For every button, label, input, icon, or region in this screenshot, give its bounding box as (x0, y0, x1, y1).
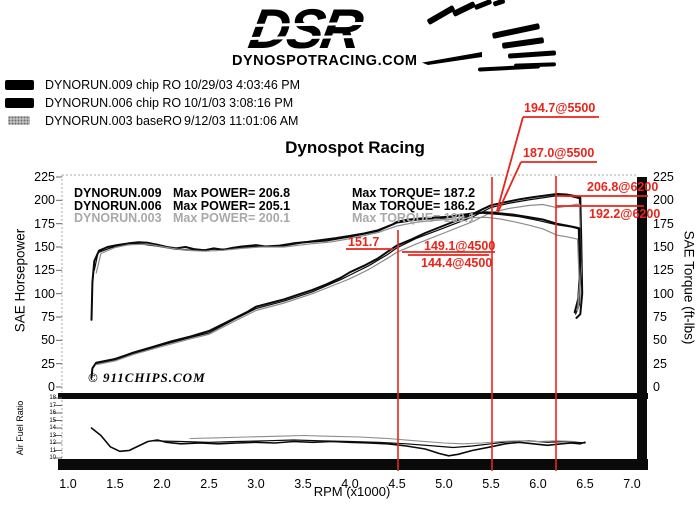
chart-title: Dynospot Racing (285, 138, 425, 157)
torque-tick-label: 100 (653, 286, 674, 301)
x-axis-label: RPM (x1000) (313, 484, 391, 499)
left-axis-label: SAE Horsepower (12, 228, 28, 333)
rpm-tick-label: 1.0 (59, 477, 77, 491)
annotation-label: 151.7 (348, 235, 380, 249)
dsr-logo: DSR DYNOSPOTRACING.COM (230, 0, 560, 75)
torque-tick-label: 225 (653, 170, 674, 184)
stat-max-power: Max POWER= 206.8 (173, 186, 291, 200)
rpm-tick-label: 6.5 (576, 477, 594, 491)
afr-tick-label: 12 (49, 440, 56, 446)
torque-tick-label: 125 (653, 263, 674, 278)
stat-max-power: Max POWER= 205.1 (173, 198, 291, 213)
callout-line (496, 116, 524, 212)
rpm-tick-label: 6.0 (529, 477, 547, 491)
stat-max-torque: Max TORQUE= 180.1 (352, 211, 476, 225)
rpm-tick-label: 3.0 (247, 477, 265, 491)
stat-run-name: DYNORUN.006 (74, 198, 162, 213)
stat-max-power: Max POWER= 200.1 (173, 211, 291, 225)
hp-tick-label: 125 (34, 263, 55, 278)
legend-swatch-dotted-gray (8, 116, 30, 125)
stat-run-name: DYNORUN.003 (74, 211, 162, 225)
legend-run-tag: chip RO (136, 96, 182, 110)
afr-tick-label: 14 (49, 425, 56, 431)
torque-tick-label: 75 (653, 310, 667, 324)
watermark: © 911CHIPS.COM (88, 370, 206, 385)
bottom-axis-bar (58, 459, 648, 470)
torque-tick-label: 50 (653, 333, 667, 348)
stat-max-torque: Max TORQUE= 186.2 (352, 198, 476, 213)
legend-run-name: DYNORUN.006 (45, 96, 133, 110)
annotation-label: 206.8@6200 (587, 180, 659, 194)
curve-dynorun-003-sae-horsepower (95, 203, 582, 366)
stat-run-name: DYNORUN.009 (74, 186, 162, 200)
hp-tick-label: 25 (41, 356, 55, 371)
right-axis-bar (637, 177, 647, 470)
annotation-label: 149.1@4500 (424, 239, 496, 253)
annotation-label: 192.2@6200 (589, 207, 661, 221)
legend-run-tag: chip RO (136, 78, 182, 92)
legend-swatch-solid-black (5, 80, 34, 90)
rpm-tick-label: 4.5 (388, 477, 406, 491)
afr-tick-label: 11 (49, 447, 56, 454)
torque-tick-label: 0 (653, 380, 660, 394)
rpm-tick-label: 4.0 (341, 477, 359, 491)
legend-run-tag: baseRO (136, 114, 182, 128)
afr-tick-label: 16 (49, 410, 56, 416)
mid-axis-bar (58, 393, 648, 399)
afr-axis-label: Air Fuel Ratio (15, 400, 25, 456)
rpm-tick-label: 2.0 (153, 477, 171, 491)
rpm-tick-label: 7.0 (623, 477, 641, 491)
legend-swatch-solid-black (5, 98, 34, 108)
hp-tick-label: 225 (34, 170, 55, 184)
afr-tick-label: 13 (49, 432, 56, 439)
legend-row: DYNORUN.003 baseRO 9/12/03 11:01:06 AM (0, 114, 380, 130)
legend-run-date: 9/12/03 11:01:06 AM (184, 114, 299, 128)
afr-tick-label: 10 (49, 455, 56, 461)
annotation-label: 194.7@5500 (524, 101, 596, 115)
hp-tick-label: 0 (48, 380, 55, 394)
afr-tick-label: 15 (49, 417, 56, 424)
callout-line (497, 161, 522, 213)
legend-run-date: 10/29/03 4:03:46 PM (184, 78, 301, 92)
rpm-tick-label: 3.5 (294, 477, 312, 491)
rpm-tick-label: 5.0 (435, 477, 453, 491)
legend-run-name: DYNORUN.003 (45, 114, 133, 128)
hp-tick-label: 150 (34, 240, 55, 254)
legend-run-name: DYNORUN.009 (45, 78, 133, 92)
annotation-label: 187.0@5500 (523, 146, 595, 160)
curve-dynorun-003-afr (189, 434, 577, 445)
curve-dynorun-009-sae-torque (90, 211, 582, 321)
afr-tick-label: 18 (49, 395, 56, 401)
annotation-label: 144.4@4500 (421, 256, 493, 270)
curve-dynorun-009-afr (90, 427, 586, 457)
hp-tick-label: 75 (41, 310, 55, 324)
torque-tick-label: 25 (653, 356, 667, 371)
dsr-logo-site: DYNOSPOTRACING.COM (232, 53, 418, 69)
rpm-tick-label: 5.5 (482, 477, 500, 491)
hp-tick-label: 50 (41, 333, 55, 348)
curve-dynorun-003-sae-torque (95, 216, 581, 312)
torque-tick-label: 175 (653, 216, 674, 231)
stat-row: DYNORUN.003 Max POWER= 200.1 Max TORQUE= 1… (74, 211, 554, 225)
legend-run-date: 10/1/03 3:08:16 PM (184, 96, 294, 110)
hp-tick-label: 100 (34, 286, 55, 301)
afr-tick-label: 17 (49, 402, 56, 409)
stat-max-torque: Max TORQUE= 187.2 (352, 186, 476, 200)
stat-row: DYNORUN.009 Max POWER= 206.8 Max TORQUE= 1… (74, 186, 554, 200)
hp-tick-label: 200 (34, 193, 55, 208)
legend-row: DYNORUN.009 chip RO 10/29/03 4:03:46 PM (0, 78, 380, 94)
rpm-tick-label: 2.5 (200, 477, 218, 491)
torque-tick-label: 150 (653, 240, 674, 254)
legend-row: DYNORUN.006 chip RO 10/1/03 3:08:16 PM (0, 96, 380, 112)
rpm-tick-label: 1.5 (106, 477, 124, 491)
torque-tick-label: 200 (653, 193, 674, 208)
stat-row: DYNORUN.006 Max POWER= 205.1 Max TORQUE= 1… (74, 198, 554, 213)
curve-dynorun-006-sae-torque (93, 212, 581, 310)
hp-tick-label: 175 (34, 216, 55, 231)
